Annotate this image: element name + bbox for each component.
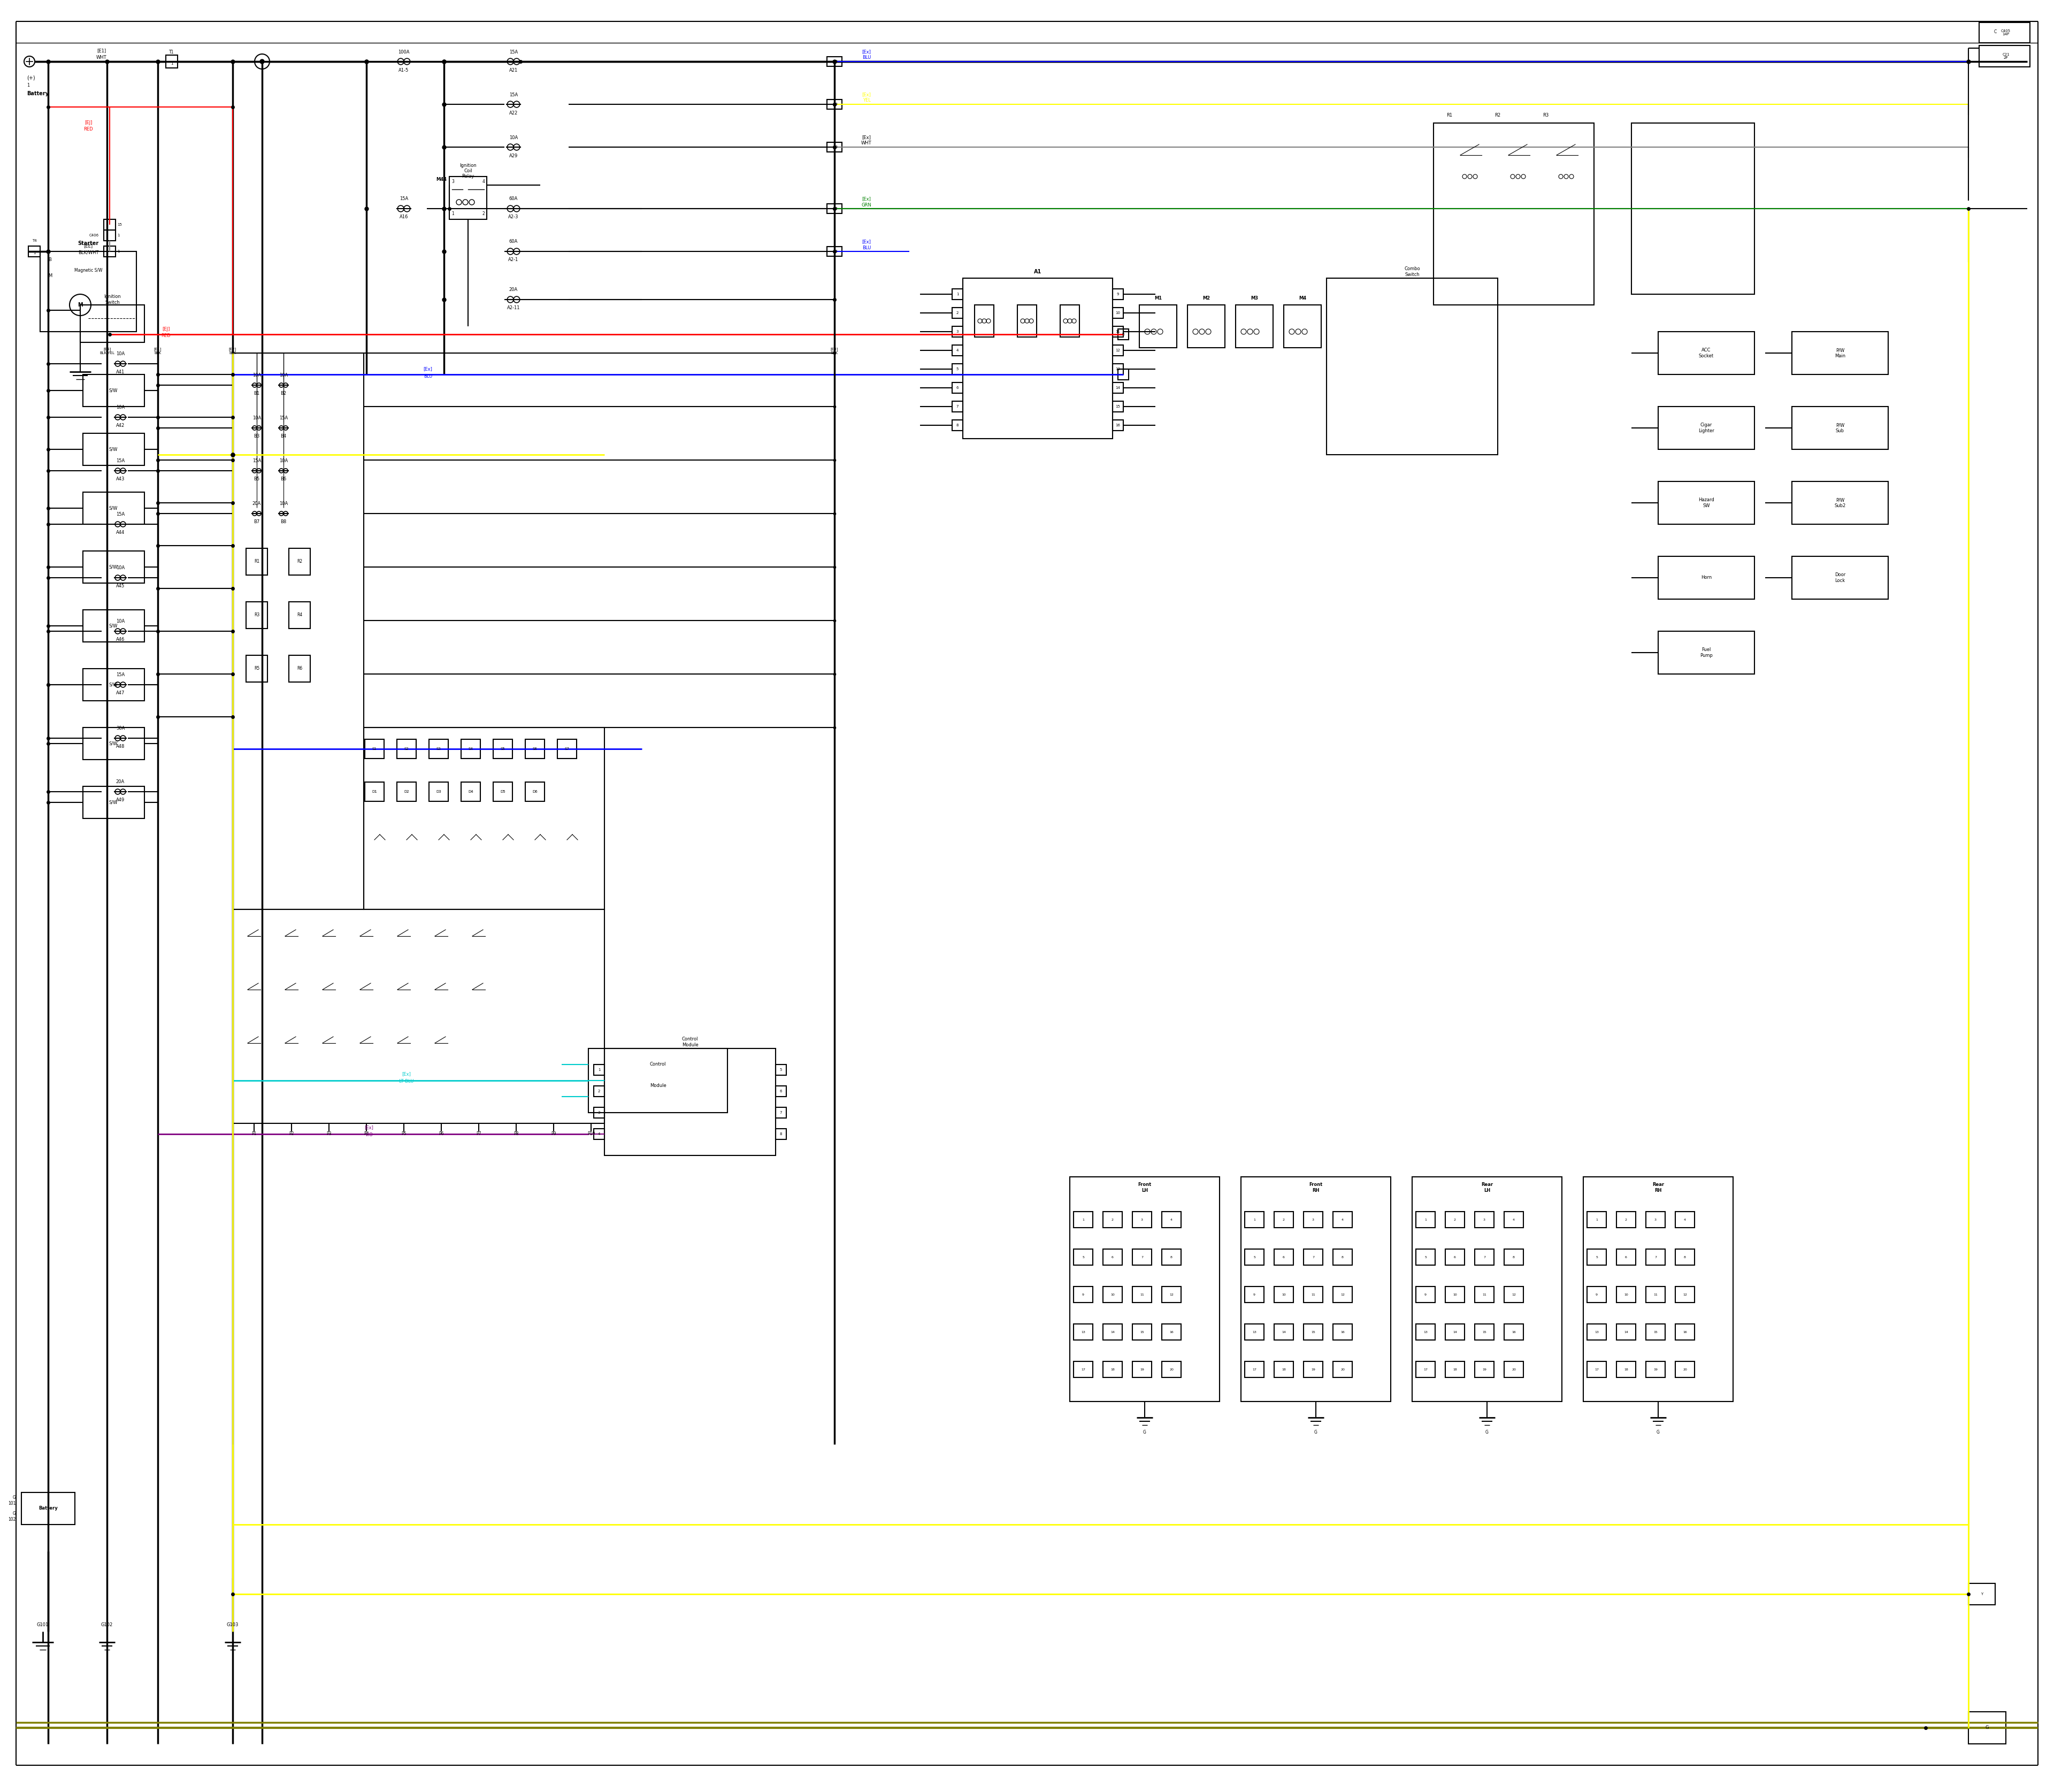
Text: 2: 2	[1454, 1219, 1456, 1220]
Bar	[1103, 1249, 1121, 1265]
Bar	[1968, 1711, 2007, 1744]
Text: 1: 1	[1253, 1219, 1255, 1220]
Text: G103: G103	[226, 1624, 238, 1627]
Bar	[1980, 23, 2029, 43]
Bar	[1588, 1362, 1606, 1378]
Text: 60A: 60A	[509, 197, 518, 201]
Text: 15A: 15A	[509, 91, 518, 97]
Text: 3: 3	[957, 330, 959, 333]
Text: 17: 17	[1594, 1367, 1598, 1371]
Text: G
101: G 101	[8, 1495, 16, 1505]
Bar	[1415, 1287, 1436, 1303]
Bar	[1074, 1324, 1093, 1340]
Bar	[1631, 124, 1754, 294]
Bar	[1327, 278, 1497, 455]
Bar	[1616, 1211, 1635, 1228]
Text: 1: 1	[117, 249, 119, 253]
Text: 16: 16	[1169, 1331, 1173, 1333]
Text: WHT: WHT	[97, 56, 107, 59]
Bar	[1304, 1324, 1323, 1340]
Bar	[82, 375, 144, 407]
Text: M44: M44	[435, 177, 446, 181]
Bar	[1113, 308, 1124, 319]
Bar	[1304, 1362, 1323, 1378]
Bar	[1446, 1249, 1465, 1265]
Text: G: G	[1144, 1430, 1146, 1435]
Bar	[1413, 1177, 1561, 1401]
Bar	[1117, 369, 1128, 380]
Bar	[594, 1086, 604, 1097]
Text: 3: 3	[1653, 1219, 1658, 1220]
Text: Door
Lock: Door Lock	[1834, 572, 1844, 582]
Text: 3: 3	[452, 179, 454, 185]
Text: 3: 3	[1313, 1219, 1315, 1220]
Text: 18: 18	[1625, 1367, 1629, 1371]
Bar	[557, 740, 577, 758]
Bar	[1245, 1362, 1263, 1378]
Text: 14: 14	[1625, 1331, 1629, 1333]
Text: 7: 7	[1653, 1256, 1658, 1258]
Bar	[1333, 1362, 1352, 1378]
Text: 18: 18	[1111, 1367, 1115, 1371]
Text: [E3]
BLK: [E3] BLK	[830, 348, 838, 355]
Bar	[105, 229, 115, 240]
Text: 13: 13	[1253, 1331, 1257, 1333]
Text: 1: 1	[27, 82, 29, 88]
Text: 20A: 20A	[253, 502, 261, 507]
Bar	[526, 740, 544, 758]
Text: Control
Module: Control Module	[682, 1038, 698, 1047]
Text: [Ex]: [Ex]	[863, 50, 871, 54]
Text: 1: 1	[1596, 1219, 1598, 1220]
Text: 13: 13	[1115, 367, 1119, 371]
Text: [Ex]: [Ex]	[863, 134, 871, 140]
Bar	[828, 142, 842, 152]
Text: A22: A22	[509, 111, 518, 115]
Bar	[1304, 1249, 1323, 1265]
Text: A42: A42	[115, 423, 125, 428]
Text: BLU: BLU	[863, 246, 871, 251]
Bar	[776, 1129, 787, 1140]
Bar	[953, 401, 963, 412]
Bar	[1616, 1249, 1635, 1265]
Text: 8: 8	[1512, 1256, 1514, 1258]
Text: [EJ]: [EJ]	[84, 120, 92, 125]
Bar	[1113, 326, 1124, 337]
Text: BLK/WHT: BLK/WHT	[78, 251, 99, 254]
Text: 8: 8	[781, 1133, 783, 1136]
Text: Module: Module	[649, 1084, 665, 1088]
Text: 12: 12	[1341, 1294, 1345, 1296]
Text: 20: 20	[1341, 1367, 1345, 1371]
Text: 16: 16	[1682, 1331, 1686, 1333]
Bar	[1475, 1249, 1493, 1265]
Bar	[366, 781, 384, 801]
Circle shape	[261, 59, 265, 65]
Text: 6: 6	[1282, 1256, 1286, 1258]
Text: 4: 4	[957, 349, 959, 351]
Bar	[1645, 1211, 1666, 1228]
Text: 10A: 10A	[509, 134, 518, 140]
Bar	[1245, 1211, 1263, 1228]
Text: S/W: S/W	[109, 683, 117, 686]
Text: D4: D4	[468, 790, 472, 794]
Text: 12: 12	[1169, 1294, 1173, 1296]
Text: 16: 16	[1512, 1331, 1516, 1333]
Text: [Ex]: [Ex]	[863, 197, 871, 201]
Bar	[1980, 45, 2029, 66]
Text: BLU: BLU	[423, 375, 431, 378]
Text: 11: 11	[1653, 1294, 1658, 1296]
Text: 30A: 30A	[115, 726, 125, 731]
Text: 15A: 15A	[115, 459, 125, 464]
Bar	[1415, 1211, 1436, 1228]
Text: 59: 59	[834, 102, 838, 106]
Bar	[1074, 1362, 1093, 1378]
Bar	[1113, 364, 1124, 375]
Text: GRN: GRN	[861, 202, 871, 208]
Text: 4: 4	[1512, 1219, 1516, 1220]
Text: 1: 1	[170, 63, 173, 65]
Text: 10A: 10A	[279, 459, 288, 464]
Text: S/W: S/W	[109, 564, 117, 570]
Text: 15A: 15A	[115, 672, 125, 677]
Bar	[246, 548, 267, 575]
Bar	[1446, 1324, 1465, 1340]
Bar	[828, 100, 842, 109]
